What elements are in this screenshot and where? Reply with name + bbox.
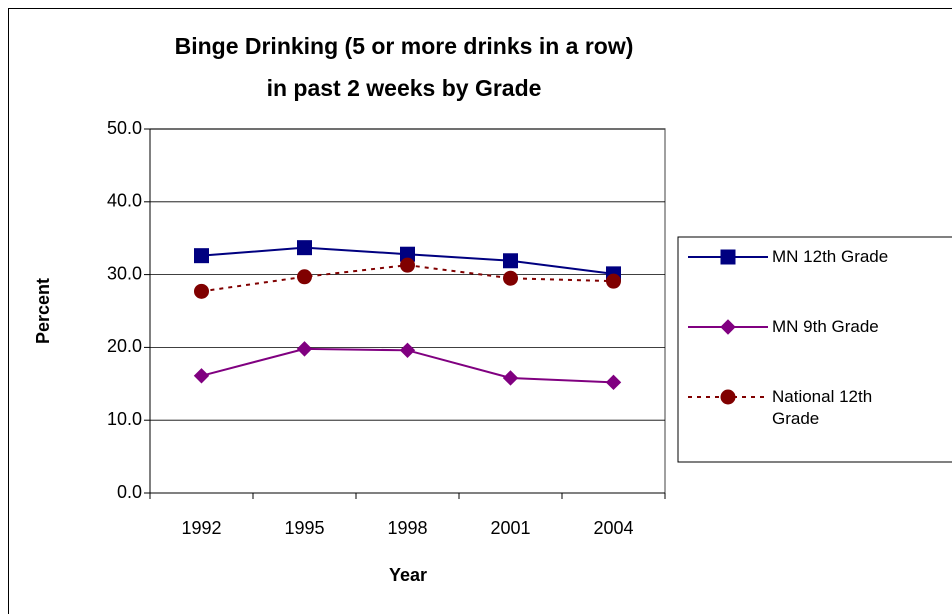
marker xyxy=(194,283,209,299)
legend-label: MN 9th Grade xyxy=(772,317,879,336)
x-axis-label: Year xyxy=(389,565,427,585)
x-tick-label: 2001 xyxy=(490,518,530,538)
y-tick-label: 50.0 xyxy=(107,118,142,138)
y-tick-label: 40.0 xyxy=(107,191,142,211)
legend-marker xyxy=(720,389,736,405)
y-tick-label: 10.0 xyxy=(107,409,142,429)
marker xyxy=(502,370,519,386)
marker xyxy=(503,253,518,269)
marker xyxy=(297,269,312,285)
x-tick-label: 2004 xyxy=(593,518,633,538)
y-tick-label: 30.0 xyxy=(107,263,142,283)
marker xyxy=(503,270,518,286)
chart-title: in past 2 weeks by Grade xyxy=(267,75,542,101)
legend-marker xyxy=(720,249,736,265)
marker xyxy=(296,341,313,357)
y-tick-label: 20.0 xyxy=(107,336,142,356)
y-axis-label: Percent xyxy=(33,278,53,344)
legend-box xyxy=(677,236,952,463)
legend-label: National 12th Grade xyxy=(772,387,873,428)
legend-label-box: National 12th Grade xyxy=(772,387,873,428)
marker xyxy=(297,240,312,256)
marker xyxy=(193,368,210,384)
legend-label: MN 12th Grade xyxy=(772,247,889,266)
chart-title: Binge Drinking (5 or more drinks in a ro… xyxy=(175,33,634,59)
marker xyxy=(605,374,622,391)
marker xyxy=(399,342,416,359)
x-tick-label: 1992 xyxy=(181,518,221,538)
x-tick-label: 1998 xyxy=(387,518,427,538)
marker xyxy=(400,257,415,273)
marker xyxy=(606,273,621,289)
x-tick-label: 1995 xyxy=(284,518,324,538)
legend-marker xyxy=(720,319,736,335)
marker xyxy=(194,248,209,264)
y-tick-label: 0.0 xyxy=(117,482,142,502)
legend-label-box: MN 12th Grade xyxy=(772,247,889,266)
legend-label-box: MN 9th Grade xyxy=(772,317,879,336)
